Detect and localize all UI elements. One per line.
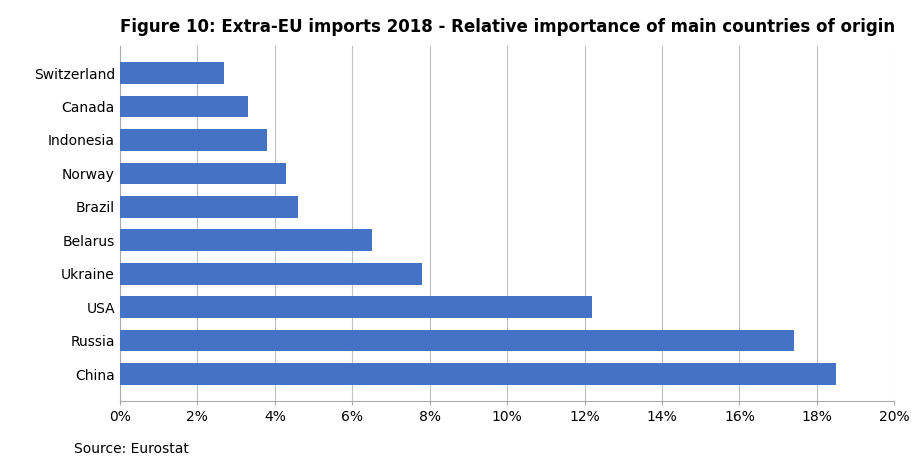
Bar	[120, 263, 422, 284]
Text: Figure 10: Extra-EU imports 2018 - Relative importance of main countries of orig: Figure 10: Extra-EU imports 2018 - Relat…	[120, 18, 895, 36]
Bar	[120, 196, 298, 218]
Bar	[120, 230, 372, 251]
Bar	[120, 163, 287, 184]
Bar	[120, 129, 267, 151]
Bar	[120, 363, 836, 385]
Bar	[120, 62, 224, 84]
Bar	[120, 96, 248, 118]
Bar	[120, 330, 794, 351]
Bar	[120, 296, 592, 318]
Text: Source: Eurostat: Source: Eurostat	[74, 443, 189, 456]
